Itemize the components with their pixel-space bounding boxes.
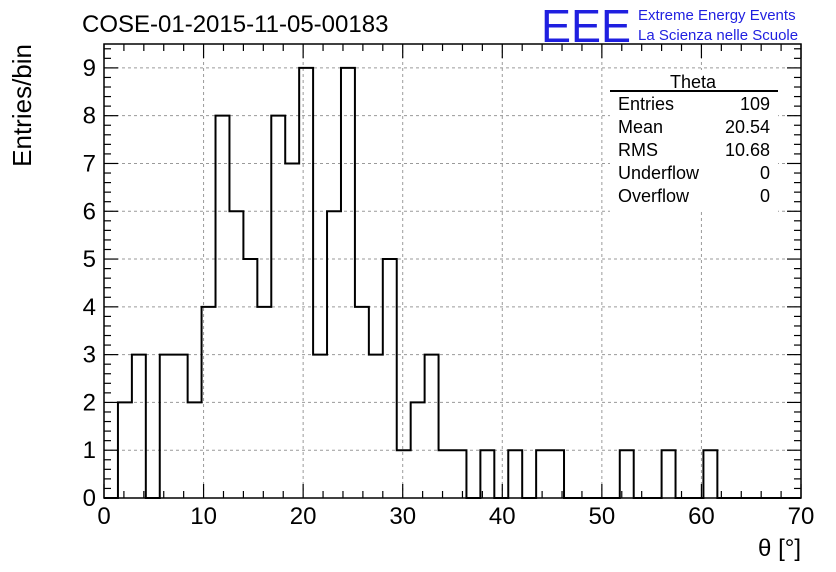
stats-box: Theta Entries 109 Mean 20.54 RMS 10.68 U… [610,70,778,212]
histogram-bin [550,450,564,498]
stats-label-overflow: Overflow [618,186,690,206]
x-tick-label: 60 [688,503,715,530]
histogram-bin [620,450,634,498]
y-tick-labels: 0 1 2 3 4 5 6 7 8 9 [83,55,96,512]
histogram-bin [216,116,230,498]
histogram-bin [383,259,397,498]
logo-line-2: La Scienza nelle Scuole [638,27,798,44]
y-tick-label: 0 [83,485,96,512]
x-tick-label: 50 [589,503,616,530]
axis-ticks [103,44,802,499]
plot-frame [103,43,802,499]
histogram-bin [397,450,411,498]
histogram-bin [536,450,550,498]
histogram-bin [425,355,439,498]
stats-value-underflow: 0 [760,163,770,183]
histogram-bin [453,450,467,498]
stats-value-overflow: 0 [760,186,770,206]
histogram-bin [285,163,299,498]
stats-value-entries: 109 [740,94,770,114]
stats-label-rms: RMS [618,140,658,160]
stats-label-underflow: Underflow [618,163,700,183]
histogram-bin [341,68,355,498]
eee-logo: EEE Extreme Energy Events La Scienza nel… [541,0,798,52]
histogram-bin [369,355,383,498]
logo-mark: EEE [541,0,631,52]
histogram-bin [703,450,717,498]
x-tick-label: 30 [389,503,416,530]
x-tick-label: 40 [489,503,516,530]
x-tick-label: 10 [190,503,217,530]
x-tick-label: 70 [788,503,815,530]
stats-value-rms: 10.68 [725,140,770,160]
y-axis-label: Entries/bin [7,44,37,167]
y-tick-label: 8 [83,103,96,130]
stats-label-mean: Mean [618,117,663,137]
histogram-bin [243,259,257,498]
histogram-bin [480,450,494,498]
stats-value-mean: 20.54 [725,117,770,137]
y-tick-label: 6 [83,198,96,225]
stats-box-title: Theta [670,72,717,92]
y-tick-label: 2 [83,389,96,416]
histogram-bin [439,450,453,498]
x-tick-label: 0 [97,503,110,530]
chart-title: COSE-01-2015-11-05-00183 [82,11,388,38]
x-tick-labels: 0 10 20 30 40 50 60 70 [97,503,814,530]
stats-box-background [610,70,778,212]
x-tick-label: 20 [290,503,317,530]
histogram-bin [160,355,174,498]
histogram-bin [257,307,271,498]
y-tick-label: 1 [83,437,96,464]
y-tick-label: 5 [83,246,96,273]
x-axis-label: θ [°] [758,535,801,562]
histogram-bin [313,355,327,498]
logo-line-1: Extreme Energy Events [638,7,796,24]
histogram-bin [662,450,676,498]
histogram-bin [299,68,313,498]
histogram-bin [508,450,522,498]
histogram-bin [174,355,188,498]
y-tick-label: 3 [83,342,96,369]
stats-label-entries: Entries [618,94,674,114]
y-tick-label: 4 [83,294,96,321]
y-tick-label: 9 [83,55,96,82]
histogram-bin [132,355,146,498]
grid-lines [104,44,801,498]
y-tick-label: 7 [83,150,96,177]
